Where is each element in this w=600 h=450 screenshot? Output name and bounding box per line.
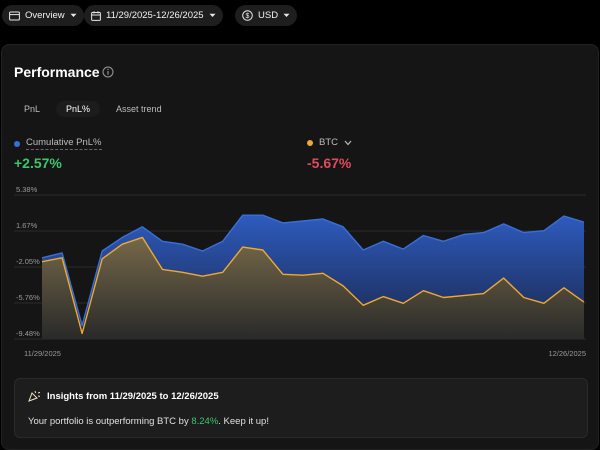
chevron-down-icon	[209, 13, 216, 17]
y-tick-label: -9.48%	[16, 329, 40, 338]
celebration-icon	[28, 390, 41, 402]
x-tick-label: 11/29/2025	[24, 349, 61, 358]
info-icon[interactable]	[102, 66, 114, 78]
chevron-down-icon	[344, 140, 352, 145]
insights-title-text: Insights from 11/29/2025 to 12/26/2025	[47, 390, 219, 402]
y-tick-label: 5.38%	[16, 185, 38, 194]
insights-text-before: Your portfolio is outperforming BTC by	[28, 416, 192, 427]
legend-dot	[307, 139, 313, 146]
series-line-btc	[41, 236, 585, 335]
legend-label: BTC	[319, 137, 338, 148]
dollar-circle-icon: $	[242, 10, 253, 21]
performance-chart: 5.38% 1.67% -2.05% -5.76% -9.48% 11/29/2025 12…	[14, 185, 586, 358]
tab-asset-trend[interactable]: Asset trend	[116, 104, 162, 114]
legend-btc[interactable]: BTC	[307, 137, 352, 148]
tab-pnl-percent[interactable]: PnL%	[56, 101, 101, 117]
insights-title: Insights from 11/29/2025 to 12/26/2025	[28, 390, 219, 402]
legend-dot	[14, 140, 20, 147]
page-title: Performance	[14, 64, 100, 80]
currency-selector[interactable]: $ USD	[235, 5, 298, 26]
tab-pnl[interactable]: PnL	[24, 104, 41, 114]
legend-label: Cumulative PnL%	[26, 137, 102, 150]
insights-text-after: . Keep it up!	[218, 416, 269, 427]
chevron-down-icon	[70, 13, 77, 17]
calendar-icon	[91, 10, 101, 21]
top-bar: Overview 11/29/2025-12/26/2025 $ USD	[0, 0, 600, 32]
series-line-cumulative-pnl	[41, 214, 585, 327]
y-tick-label: 1.67%	[16, 221, 38, 230]
currency-label: USD	[258, 10, 279, 21]
btc-value: -5.67%	[307, 155, 352, 171]
tab-bar: PnL PnL% Asset trend	[14, 101, 172, 117]
view-label: Overview	[25, 10, 65, 21]
x-tick-label: 12/26/2025	[548, 349, 586, 358]
performance-card: Performance PnL PnL% Asset trend Cumulat…	[1, 44, 599, 450]
chevron-down-icon	[283, 13, 290, 17]
cumulative-pnl-value: +2.57%	[14, 155, 62, 171]
series-area-btc	[42, 237, 584, 339]
insights-highlight: 8.24%	[191, 416, 219, 427]
insights-panel: Insights from 11/29/2025 to 12/26/2025 Y…	[14, 378, 588, 438]
date-range-label: 11/29/2025-12/26/2025	[106, 10, 204, 21]
svg-text:$: $	[246, 13, 250, 20]
legend-cumulative-pnl: Cumulative PnL%	[14, 137, 102, 150]
view-selector[interactable]: Overview	[2, 5, 84, 26]
insights-text: Your portfolio is outperforming BTC by 8…	[28, 416, 269, 427]
wallet-icon	[9, 11, 20, 20]
y-tick-label: -5.76%	[16, 293, 40, 302]
y-tick-label: -2.05%	[16, 257, 40, 266]
date-range-selector[interactable]: 11/29/2025-12/26/2025	[84, 5, 223, 26]
